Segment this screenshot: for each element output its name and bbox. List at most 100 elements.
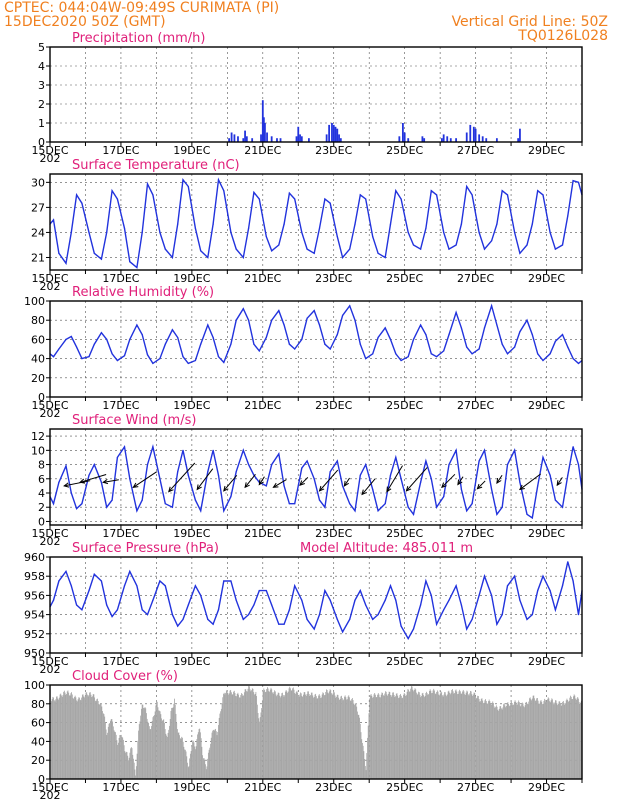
cloud-bar (235, 696, 237, 779)
cloud-bar (277, 694, 278, 779)
pres-point (306, 618, 308, 621)
cloud-bar (547, 697, 549, 779)
pres-point (88, 590, 90, 592)
cloud-bar (131, 748, 133, 779)
cloud-bar (555, 700, 556, 779)
cloud-bar (452, 689, 453, 779)
cloud-bar (168, 729, 170, 779)
cloud-bar (169, 718, 171, 779)
rh-point (58, 348, 60, 350)
cloud-bar (348, 695, 350, 779)
cloud-bar (404, 694, 406, 779)
cloud-bar (117, 742, 119, 779)
pres-point (526, 618, 528, 621)
cloud-bar (562, 701, 564, 779)
cloud-bar (328, 691, 330, 779)
cloud-bar (422, 692, 424, 779)
cloud-bar (99, 704, 101, 779)
cloud-bar (498, 710, 499, 779)
cloud-bar (528, 701, 530, 779)
rh-point (501, 343, 503, 345)
cloud-bar (339, 699, 341, 779)
rh-point (187, 362, 189, 364)
rh-point (230, 343, 232, 345)
wind-point (349, 503, 351, 505)
cloud-bar (175, 713, 177, 779)
cloud-bar (461, 693, 463, 779)
y-tick-label: 0 (38, 515, 45, 528)
cloud-bar (332, 693, 334, 779)
rh-point (384, 327, 386, 329)
temp-point (359, 194, 361, 196)
cloud-bar (390, 694, 391, 779)
wind-point (306, 460, 308, 462)
wind-point (212, 449, 214, 451)
pres-point (496, 623, 498, 625)
cloud-bar (102, 711, 103, 779)
temp-point (76, 194, 78, 196)
cloud-bar (457, 694, 458, 779)
cloud-bar (385, 691, 386, 779)
cloud-bar (300, 692, 301, 779)
cloud-bar (295, 693, 296, 779)
rh-point (561, 334, 564, 336)
wind-point (141, 499, 143, 501)
wind-point (70, 492, 72, 494)
x-tick-label: 19DEC (173, 781, 210, 794)
cloud-bar (313, 697, 314, 779)
rh-point (400, 359, 402, 362)
cloud-bar (109, 723, 111, 779)
cloud-bar (411, 686, 413, 779)
cloud-bar (182, 741, 184, 779)
cloud-bar (290, 688, 291, 779)
cloud-bar (472, 694, 474, 779)
cloud-bar (204, 759, 206, 779)
rh-point (253, 343, 255, 345)
cloud-bar (526, 701, 528, 779)
x-tick-label: 21DEC (244, 655, 281, 668)
wind-point (106, 506, 108, 508)
wind-vector (343, 477, 350, 487)
cloud-bar (158, 710, 160, 779)
cloud-bar (123, 739, 124, 779)
cloud-bar (107, 726, 109, 779)
cloud-bar (471, 694, 473, 779)
rh-point (318, 324, 321, 326)
wind-point (88, 474, 90, 476)
cloud-bar (409, 691, 411, 779)
wind-vector-head (244, 482, 250, 489)
pres-point (490, 594, 493, 597)
cloud-bar (547, 699, 548, 779)
cloud-bar (380, 694, 382, 779)
cloud-bar (163, 719, 165, 779)
cloud-bar (95, 701, 97, 779)
cloud-bar (575, 698, 576, 779)
cloud-bar (141, 704, 143, 779)
cloud-bar (60, 693, 62, 779)
cloud-bar (286, 691, 288, 779)
temp-point (471, 194, 473, 196)
cloud-bar (120, 734, 122, 779)
cloud-bar (310, 692, 312, 779)
cloud-bar (379, 697, 381, 779)
temp-point (123, 227, 126, 229)
cloud-bar (117, 744, 119, 779)
pres-point (235, 599, 237, 601)
cloud-bar (280, 695, 282, 779)
x-tick-label: 27DEC (457, 527, 494, 540)
cloud-bar (411, 686, 412, 779)
cloud-bar (284, 695, 286, 779)
cloud-bar (98, 704, 100, 779)
cloud-bar (103, 714, 105, 779)
cloud-bar (195, 749, 196, 779)
pres-point (182, 618, 184, 621)
temp-point (430, 190, 432, 192)
cloud-bar (338, 697, 340, 779)
precip-bar (449, 138, 452, 142)
cloud-bar (316, 698, 318, 779)
cloud-bar (223, 692, 225, 779)
cloud-bar (398, 697, 400, 779)
precip-bar (331, 123, 333, 142)
cloud-bar (480, 701, 481, 779)
